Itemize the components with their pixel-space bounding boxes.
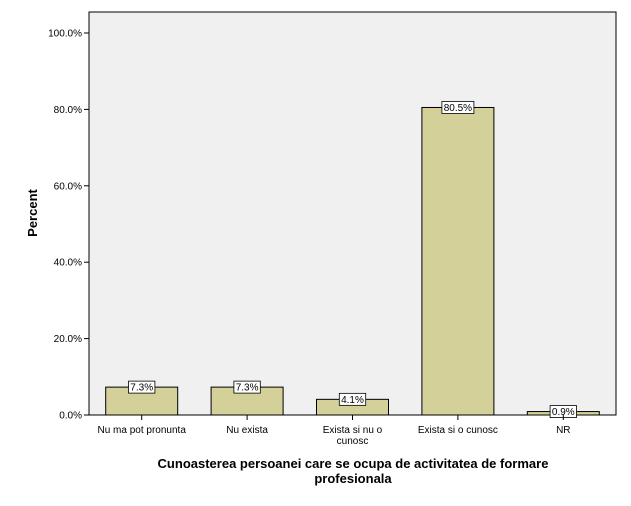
y-tick-label: 60.0% bbox=[54, 181, 82, 192]
bar bbox=[421, 106, 495, 416]
data-label: 7.3% bbox=[130, 383, 153, 394]
y-axis-title: Percent bbox=[25, 188, 40, 236]
data-label: 4.1% bbox=[341, 395, 364, 406]
category-label: Nu exista bbox=[226, 425, 268, 436]
y-tick-label: 80.0% bbox=[54, 105, 82, 116]
data-label: 7.3% bbox=[236, 383, 259, 394]
data-label: 0.9% bbox=[552, 407, 575, 418]
category-label: Exista si nu o bbox=[323, 425, 383, 436]
x-axis-title-line-1: Cunoasterea persoanei care se ocupa de a… bbox=[158, 456, 549, 471]
data-label: 80.5% bbox=[444, 103, 472, 114]
category-label: NR bbox=[556, 425, 570, 436]
plot-area bbox=[88, 11, 617, 416]
y-tick-label: 40.0% bbox=[54, 258, 82, 269]
y-tick-label: 20.0% bbox=[54, 334, 82, 345]
category-label: Nu ma pot pronunta bbox=[98, 425, 187, 436]
data-label-box bbox=[338, 392, 367, 406]
category-label: Exista si o cunosc bbox=[418, 425, 498, 436]
data-label-box bbox=[233, 380, 261, 394]
y-tick-label: 0.0% bbox=[59, 411, 82, 422]
x-axis-title-line-2: profesionala bbox=[314, 471, 392, 486]
data-label-box bbox=[441, 101, 475, 114]
category-label: cunosc bbox=[337, 436, 369, 447]
data-label-box bbox=[128, 380, 156, 394]
y-tick-label: 100.0% bbox=[48, 29, 82, 40]
